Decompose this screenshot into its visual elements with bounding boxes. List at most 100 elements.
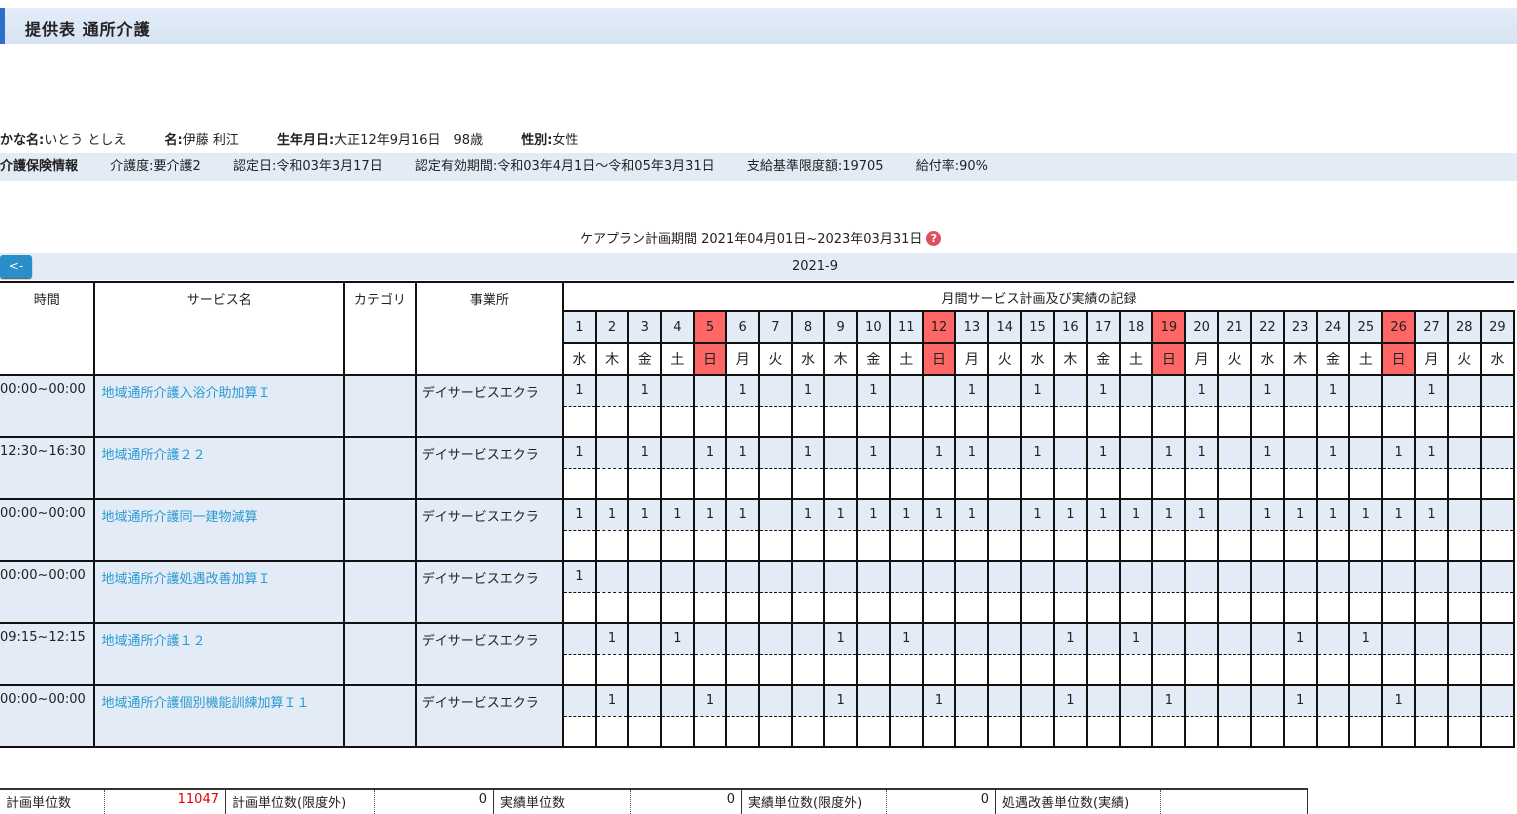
plan-cell[interactable] bbox=[1052, 560, 1088, 593]
actual-cell[interactable] bbox=[987, 653, 1023, 686]
plan-cell[interactable] bbox=[1414, 560, 1449, 593]
plan-cell[interactable] bbox=[921, 622, 957, 655]
plan-cell[interactable]: 1 bbox=[1151, 684, 1187, 717]
actual-cell[interactable] bbox=[1381, 591, 1417, 624]
actual-cell[interactable] bbox=[627, 715, 663, 748]
plan-cell[interactable] bbox=[790, 684, 826, 717]
plan-cell[interactable]: 1 bbox=[1348, 622, 1384, 655]
plan-cell[interactable] bbox=[725, 622, 761, 655]
actual-cell[interactable] bbox=[594, 529, 630, 562]
actual-cell[interactable] bbox=[1446, 653, 1482, 686]
plan-cell[interactable] bbox=[1052, 374, 1088, 407]
actual-cell[interactable] bbox=[1479, 715, 1516, 748]
actual-cell[interactable] bbox=[1085, 529, 1121, 562]
service-name-link[interactable]: 地域通所介護同一建物減算 bbox=[93, 498, 345, 562]
actual-cell[interactable] bbox=[855, 529, 891, 562]
plan-cell[interactable] bbox=[888, 684, 924, 717]
plan-cell[interactable]: 1 bbox=[562, 436, 597, 469]
actual-cell[interactable] bbox=[1282, 591, 1318, 624]
plan-cell[interactable]: 1 bbox=[562, 374, 597, 407]
actual-cell[interactable] bbox=[1282, 715, 1318, 748]
plan-cell[interactable] bbox=[987, 436, 1023, 469]
actual-cell[interactable] bbox=[725, 653, 761, 686]
plan-cell[interactable] bbox=[1479, 498, 1516, 531]
plan-cell[interactable] bbox=[1118, 560, 1154, 593]
actual-cell[interactable] bbox=[1315, 653, 1351, 686]
plan-cell[interactable] bbox=[692, 560, 728, 593]
plan-cell[interactable] bbox=[692, 622, 728, 655]
plan-cell[interactable] bbox=[1479, 622, 1516, 655]
actual-cell[interactable] bbox=[987, 529, 1023, 562]
plan-cell[interactable]: 1 bbox=[1020, 374, 1055, 407]
plan-cell[interactable]: 1 bbox=[1085, 374, 1121, 407]
actual-cell[interactable] bbox=[1315, 405, 1351, 438]
plan-cell[interactable] bbox=[725, 684, 761, 717]
plan-cell[interactable] bbox=[1446, 498, 1482, 531]
actual-cell[interactable] bbox=[627, 591, 663, 624]
actual-cell[interactable] bbox=[921, 467, 957, 500]
plan-cell[interactable]: 1 bbox=[594, 498, 630, 531]
plan-cell[interactable]: 1 bbox=[954, 498, 990, 531]
plan-cell[interactable] bbox=[1414, 684, 1449, 717]
actual-cell[interactable] bbox=[855, 405, 891, 438]
plan-cell[interactable] bbox=[562, 622, 597, 655]
plan-cell[interactable]: 1 bbox=[855, 436, 891, 469]
actual-cell[interactable] bbox=[562, 653, 597, 686]
plan-cell[interactable] bbox=[823, 374, 858, 407]
actual-cell[interactable] bbox=[1381, 405, 1417, 438]
actual-cell[interactable] bbox=[758, 591, 793, 624]
plan-cell[interactable]: 1 bbox=[921, 684, 957, 717]
actual-cell[interactable] bbox=[1052, 405, 1088, 438]
actual-cell[interactable] bbox=[1348, 591, 1384, 624]
actual-cell[interactable] bbox=[823, 405, 858, 438]
plan-cell[interactable] bbox=[758, 684, 793, 717]
plan-cell[interactable]: 1 bbox=[790, 498, 826, 531]
actual-cell[interactable] bbox=[1217, 653, 1252, 686]
plan-cell[interactable]: 1 bbox=[823, 498, 858, 531]
plan-cell[interactable] bbox=[1446, 560, 1482, 593]
plan-cell[interactable] bbox=[1282, 560, 1318, 593]
plan-cell[interactable]: 1 bbox=[1414, 498, 1449, 531]
actual-cell[interactable] bbox=[660, 715, 695, 748]
plan-cell[interactable] bbox=[627, 560, 663, 593]
actual-cell[interactable] bbox=[954, 653, 990, 686]
actual-cell[interactable] bbox=[790, 653, 826, 686]
plan-cell[interactable]: 1 bbox=[594, 622, 630, 655]
plan-cell[interactable] bbox=[1085, 622, 1121, 655]
plan-cell[interactable] bbox=[888, 436, 924, 469]
plan-cell[interactable]: 1 bbox=[1020, 498, 1055, 531]
actual-cell[interactable] bbox=[1118, 529, 1154, 562]
plan-cell[interactable]: 1 bbox=[790, 436, 826, 469]
actual-cell[interactable] bbox=[790, 715, 826, 748]
plan-cell[interactable] bbox=[562, 684, 597, 717]
plan-cell[interactable] bbox=[1217, 622, 1252, 655]
actual-cell[interactable] bbox=[725, 405, 761, 438]
plan-cell[interactable] bbox=[1052, 436, 1088, 469]
actual-cell[interactable] bbox=[888, 715, 924, 748]
actual-cell[interactable] bbox=[1282, 467, 1318, 500]
plan-cell[interactable] bbox=[1217, 560, 1252, 593]
plan-cell[interactable]: 1 bbox=[725, 498, 761, 531]
plan-cell[interactable]: 1 bbox=[1151, 498, 1187, 531]
plan-cell[interactable]: 1 bbox=[660, 622, 695, 655]
plan-cell[interactable] bbox=[1348, 560, 1384, 593]
actual-cell[interactable] bbox=[660, 467, 695, 500]
actual-cell[interactable] bbox=[1052, 591, 1088, 624]
plan-cell[interactable] bbox=[823, 560, 858, 593]
actual-cell[interactable] bbox=[1249, 715, 1285, 748]
actual-cell[interactable] bbox=[1184, 653, 1220, 686]
plan-cell[interactable] bbox=[758, 436, 793, 469]
plan-cell[interactable] bbox=[1085, 684, 1121, 717]
plan-cell[interactable] bbox=[1479, 560, 1516, 593]
plan-cell[interactable]: 1 bbox=[1315, 436, 1351, 469]
plan-cell[interactable] bbox=[660, 436, 695, 469]
actual-cell[interactable] bbox=[1414, 529, 1449, 562]
actual-cell[interactable] bbox=[692, 405, 728, 438]
plan-cell[interactable] bbox=[1217, 684, 1252, 717]
plan-cell[interactable] bbox=[1118, 684, 1154, 717]
actual-cell[interactable] bbox=[1085, 467, 1121, 500]
plan-cell[interactable] bbox=[1315, 560, 1351, 593]
actual-cell[interactable] bbox=[1348, 653, 1384, 686]
plan-cell[interactable] bbox=[1446, 684, 1482, 717]
actual-cell[interactable] bbox=[1381, 715, 1417, 748]
